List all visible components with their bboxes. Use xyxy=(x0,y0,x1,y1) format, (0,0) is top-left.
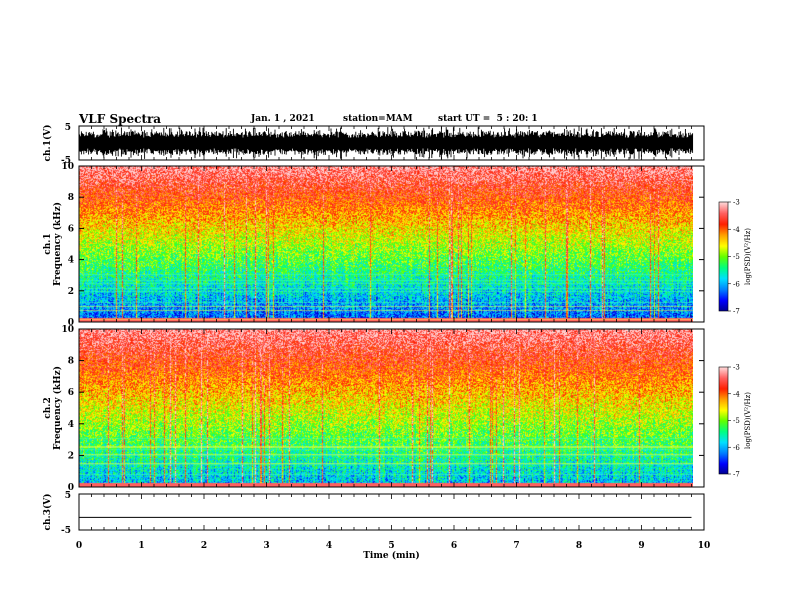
colorbar-tick-label: -6 xyxy=(733,280,740,288)
ch1-waveform-panel xyxy=(78,127,694,159)
x-tick-label: 9 xyxy=(638,541,644,551)
colorbar-tick-label: -7 xyxy=(733,471,740,479)
x-tick-label: 7 xyxy=(513,541,519,551)
y-tick-label: 4 xyxy=(68,420,74,430)
y-tick-label: 5 xyxy=(65,123,71,133)
spectrogram-image xyxy=(79,329,693,487)
y-tick-label: 4 xyxy=(68,256,74,266)
y-axis-label-frequency: Frequency (kHz) xyxy=(52,202,63,286)
ch2-spectrogram-panel xyxy=(79,329,693,487)
x-tick-label: 5 xyxy=(388,541,394,551)
y-axis-label: ch.3(V) xyxy=(42,494,53,531)
colorbar-tick-label: -7 xyxy=(733,308,740,316)
colorbar-tick-label: -5 xyxy=(733,253,740,261)
x-tick-label: 4 xyxy=(326,541,332,551)
y-tick-label: 8 xyxy=(68,357,74,367)
y-tick-label: 6 xyxy=(68,224,74,234)
x-tick-label: 3 xyxy=(263,541,269,551)
y-tick-label: 10 xyxy=(61,325,74,335)
colorbar-gradient xyxy=(719,202,728,311)
x-axis-label: Time (min) xyxy=(363,550,420,561)
colorbar-tick-label: -4 xyxy=(733,226,740,234)
x-tick-label: 0 xyxy=(76,541,82,551)
ch1-spectrogram-panel xyxy=(79,166,693,322)
x-tick-label: 1 xyxy=(138,541,144,551)
spectrogram-image xyxy=(79,166,693,322)
y-tick-label: -5 xyxy=(61,156,71,166)
colorbar-tick-label: -6 xyxy=(733,444,740,452)
x-tick-label: 6 xyxy=(451,541,457,551)
w3-frame xyxy=(78,493,705,531)
colorbar-tick-label: -5 xyxy=(733,417,740,425)
y-axis-label-channel: ch.2 xyxy=(43,397,53,418)
y-axis-label-frequency: Frequency (kHz) xyxy=(52,366,63,450)
x-tick-label: 8 xyxy=(576,541,582,551)
chart-title: VLF Spectra xyxy=(79,112,162,126)
y-axis-label: ch.1(V) xyxy=(42,125,53,162)
y-tick-label: 2 xyxy=(68,451,74,461)
ch1-colorbar: -3 -4 -5 -6 -7 log(PSD)(V²/Hz) xyxy=(718,199,752,316)
y-tick-label: 10 xyxy=(61,162,74,172)
y-tick-label: 2 xyxy=(68,287,74,297)
ch1-waveform-trace xyxy=(78,127,694,159)
date-label: Jan. 1 , 2021 xyxy=(251,114,315,124)
colorbar-tick-label: -4 xyxy=(733,390,740,398)
colorbar-tick-label: -3 xyxy=(733,364,740,372)
x-tick-label: 2 xyxy=(201,541,207,551)
y-tick-label: 5 xyxy=(65,491,71,501)
colorbar-label: log(PSD)(V²/Hz) xyxy=(744,228,752,285)
y-axis-label-channel: ch.1 xyxy=(43,233,53,254)
colorbar-tick-label: -3 xyxy=(733,199,740,207)
station-label: station=MAM xyxy=(343,114,413,124)
y-tick-label: 0 xyxy=(68,318,74,328)
colorbar-gradient xyxy=(719,367,728,474)
y-tick-label: 6 xyxy=(68,388,74,398)
y-tick-label: 8 xyxy=(68,193,74,203)
y-tick-label: 0 xyxy=(68,483,74,493)
start-time-label: start UT = 5 : 20: 1 xyxy=(438,114,538,124)
y-tick-label: -5 xyxy=(61,526,71,536)
x-tick-label: 10 xyxy=(698,541,711,551)
colorbar-label: log(PSD)(V²/Hz) xyxy=(744,392,752,449)
ch2-colorbar: -3 -4 -5 -6 -7 log(PSD)(V²/Hz) xyxy=(718,364,752,479)
